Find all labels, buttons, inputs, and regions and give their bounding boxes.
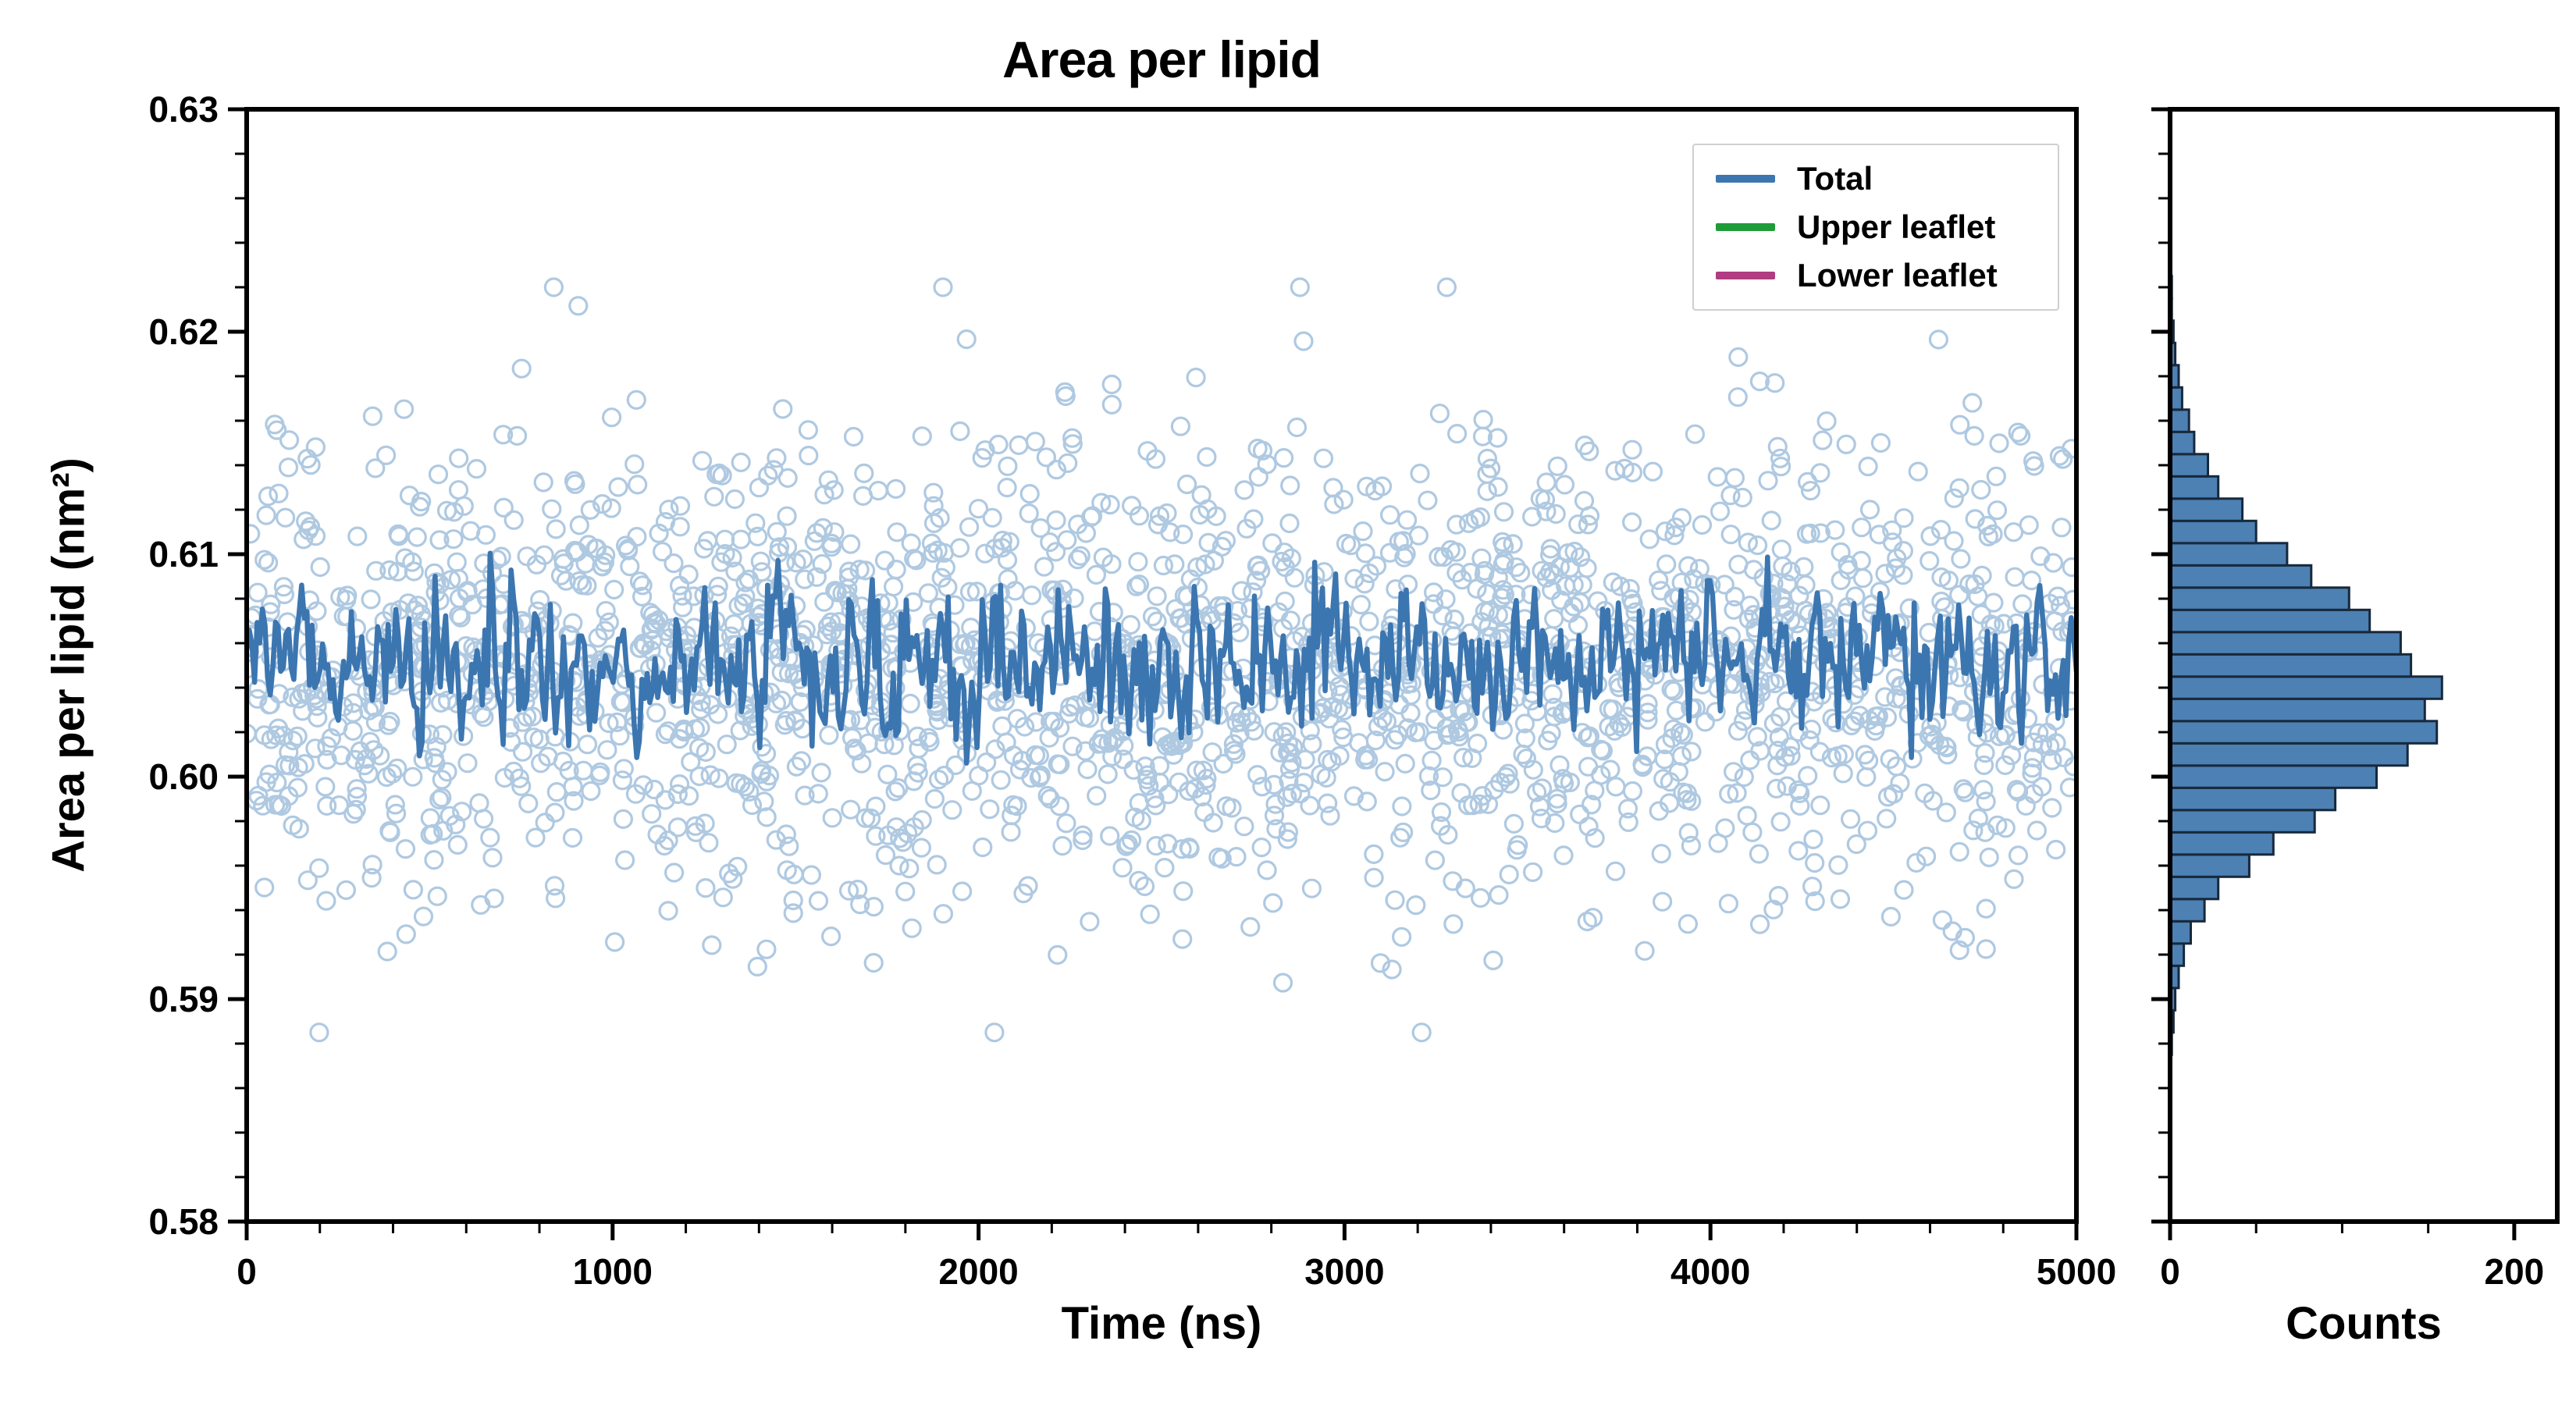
legend-swatch-upper-leaflet: [1716, 223, 1775, 231]
histogram-bar: [2169, 475, 2220, 500]
x-tick-label: 4000: [1670, 1251, 1750, 1292]
histogram-bar: [2169, 453, 2209, 478]
histogram-bars: [2169, 275, 2443, 1056]
histogram-bar: [2169, 430, 2196, 456]
y-tick-label: 0.58: [148, 1201, 219, 1242]
histogram-bar: [2169, 519, 2258, 545]
legend-entry-lower-leaflet: Lower leaflet: [1716, 259, 2036, 292]
y-tick-label: 0.61: [148, 534, 219, 574]
histogram-bar: [2169, 697, 2426, 723]
histogram-bar: [2169, 764, 2378, 789]
legend: Total Upper leaflet Lower leaflet: [1692, 144, 2059, 311]
x-tick-label: 1000: [573, 1251, 653, 1292]
x-tick-label: 3000: [1304, 1251, 1384, 1292]
histogram-bar: [2169, 786, 2337, 812]
histogram-bar: [2169, 853, 2250, 878]
main-axes-spines: [244, 107, 2079, 1224]
y-tick-label: 0.63: [148, 89, 219, 130]
y-tick-label: 0.60: [148, 756, 219, 797]
hist-x-axis-label: Counts: [2286, 1298, 2442, 1349]
histogram-bar: [2169, 675, 2443, 700]
legend-entry-total: Total: [1716, 162, 2036, 195]
histogram-bar: [2169, 542, 2289, 567]
y-tick-label: 0.59: [148, 979, 219, 1019]
legend-swatch-total: [1716, 175, 1775, 183]
hist-axes-spines: [2168, 107, 2560, 1224]
hist-x-tick-label: 200: [2485, 1251, 2545, 1292]
legend-label-lower-leaflet: Lower leaflet: [1797, 257, 1998, 293]
legend-entry-upper-leaflet: Upper leaflet: [1716, 211, 2036, 244]
y-tick-label: 0.62: [148, 311, 219, 352]
histogram-bar: [2169, 809, 2316, 834]
x-tick-label: 2000: [938, 1251, 1018, 1292]
x-tick-label: 0: [237, 1251, 257, 1292]
histogram-bar: [2169, 564, 2313, 589]
legend-label-total: Total: [1797, 160, 1873, 197]
histogram-bar: [2169, 608, 2371, 634]
histogram-bar: [2169, 919, 2192, 945]
histogram-bar: [2169, 898, 2206, 923]
histogram-bar: [2169, 631, 2402, 656]
x-axis-label: Time (ns): [1061, 1298, 1262, 1349]
histogram-bar: [2169, 408, 2190, 433]
histogram-bar: [2169, 742, 2409, 767]
legend-swatch-lower-leaflet: [1716, 272, 1775, 279]
axis-ticks: 0 1000 2000 3000 4000 50000.580.590.600.610.6…: [148, 89, 2544, 1292]
chart-title: Area per lipid: [1002, 30, 1322, 88]
histogram-bar: [2169, 586, 2350, 611]
histogram-bar: [2169, 653, 2413, 678]
legend-label-upper-leaflet: Upper leaflet: [1797, 208, 1996, 245]
x-tick-label: 5000: [2037, 1251, 2116, 1292]
total-line: [247, 550, 2076, 766]
hist-x-tick-label: 0: [2160, 1251, 2180, 1292]
histogram-bar: [2169, 875, 2220, 901]
histogram-bar: [2169, 831, 2275, 856]
histogram-bar: [2169, 497, 2244, 522]
histogram-bar: [2169, 720, 2439, 745]
